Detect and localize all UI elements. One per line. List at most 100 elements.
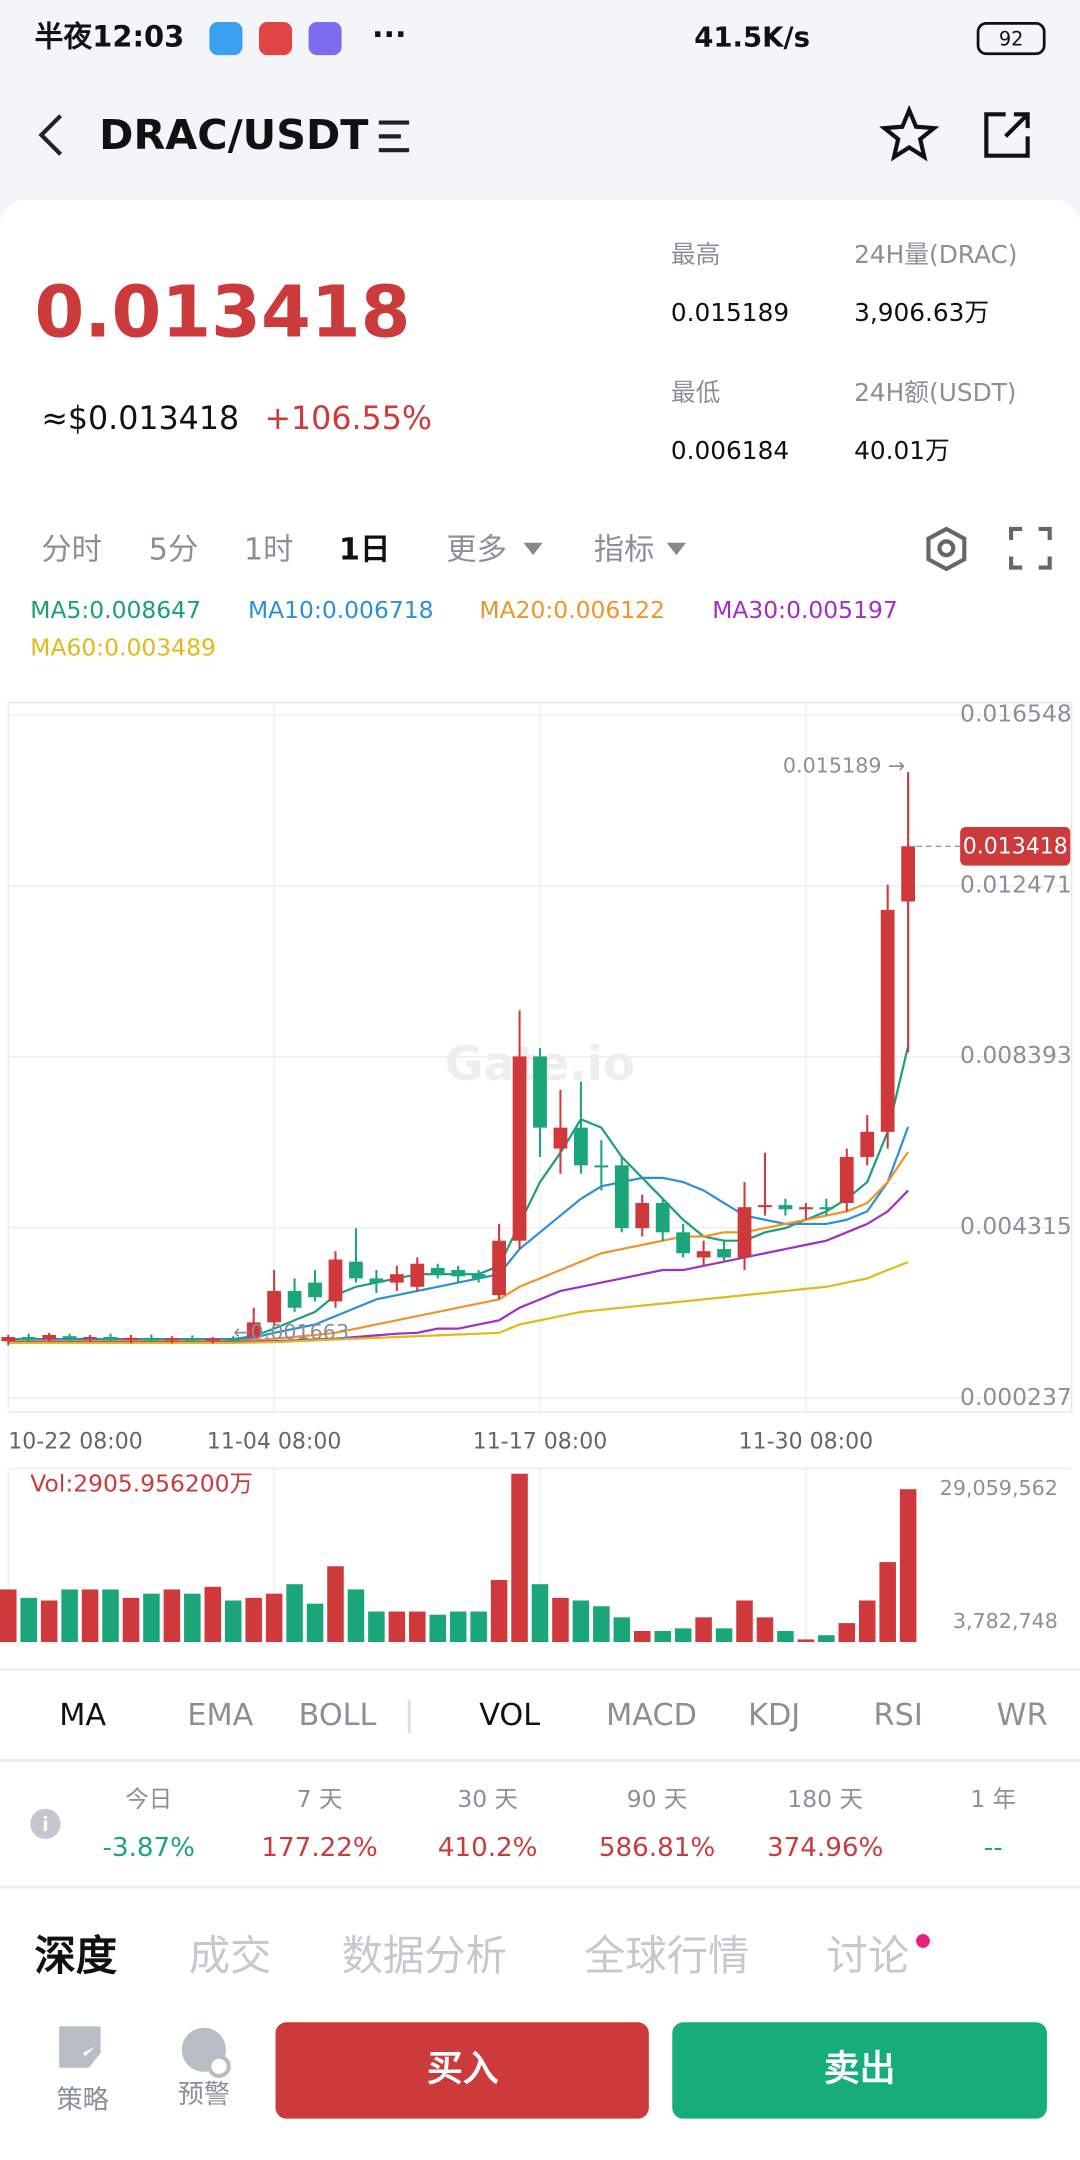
candle-body <box>451 1270 466 1277</box>
alert-label[interactable]: 预警 <box>178 2080 230 2110</box>
ma-legend: MA60:0.003489 <box>30 633 216 661</box>
candle-body <box>124 1337 138 1340</box>
indicator-tab[interactable]: MACD <box>606 1698 697 1733</box>
candle-body <box>614 1165 629 1229</box>
candle-body <box>901 846 916 902</box>
battery-level: 92 <box>999 27 1024 50</box>
x-tick-label: 10-22 08:00 <box>8 1429 143 1454</box>
vol-bar <box>490 1579 508 1643</box>
section-tab[interactable]: 成交 <box>189 1932 272 1980</box>
sell-label[interactable]: 卖出 <box>824 2048 896 2089</box>
vol-bar <box>531 1584 549 1643</box>
vol-bar <box>899 1489 917 1643</box>
ma-line <box>8 1261 909 1344</box>
y-tick-label: 0.016548 <box>960 700 1072 728</box>
buy-label[interactable]: 买入 <box>427 2048 499 2089</box>
interval-tab[interactable]: 更多 <box>446 533 507 568</box>
candle-body <box>655 1203 670 1233</box>
strategy-icon[interactable] <box>59 2026 101 2068</box>
indicator-tab[interactable]: WR <box>997 1698 1048 1733</box>
app-icon <box>209 22 243 56</box>
candle-body <box>512 1056 527 1241</box>
y-tick-label: 0.012471 <box>960 870 1072 898</box>
vol-bar <box>736 1600 753 1643</box>
vol-bar <box>40 1600 58 1643</box>
section-tab[interactable]: 全球行情 <box>584 1932 749 1980</box>
period-label: 今日 <box>125 1785 172 1813</box>
candle-body <box>369 1278 384 1283</box>
vol-bar <box>858 1600 876 1643</box>
last-price: 0.013418 <box>34 270 410 353</box>
x-tick-label: 11-04 08:00 <box>207 1429 342 1454</box>
vol-bar <box>102 1589 119 1643</box>
back-button[interactable] <box>38 114 63 156</box>
vol-bar <box>61 1589 78 1643</box>
candle-body <box>737 1207 752 1258</box>
indicator-tab[interactable]: KDJ <box>748 1698 800 1733</box>
interval-tab[interactable]: 分时 <box>41 533 102 568</box>
candle-body <box>164 1338 179 1341</box>
candle-body <box>676 1232 691 1254</box>
indicator-tab[interactable]: VOL <box>479 1698 540 1733</box>
settings-dot <box>937 539 956 558</box>
indicator-tab[interactable]: RSI <box>874 1698 923 1733</box>
y-tick-label: 0.004315 <box>960 1212 1072 1240</box>
candle-body <box>42 1334 57 1340</box>
top-bg <box>0 0 1080 221</box>
battery <box>976 22 1046 56</box>
vol-bar <box>633 1630 651 1643</box>
indicator-tab[interactable]: MA <box>59 1698 106 1733</box>
favorite[interactable] <box>879 104 940 162</box>
vol-tick-label: 3,782,748 <box>953 1609 1058 1633</box>
pair-menu[interactable] <box>378 120 410 153</box>
vol-bar <box>879 1562 896 1643</box>
candle-body <box>594 1165 609 1168</box>
notify-dot <box>916 1934 930 1948</box>
section-tab[interactable]: 数据分析 <box>342 1932 507 1980</box>
vol-bar <box>818 1635 835 1643</box>
candle-body <box>880 909 895 1132</box>
interval-tab[interactable]: 指标 <box>594 533 655 568</box>
section-tab[interactable]: 深度 <box>34 1932 117 1980</box>
ma-legend: MA20:0.006122 <box>479 596 665 624</box>
ma-legend: MA30:0.005197 <box>712 596 898 624</box>
y-tick-label: 0.008393 <box>960 1041 1072 1069</box>
low-annotation: ←0.001663 <box>233 1320 349 1344</box>
vol-bar <box>613 1617 631 1643</box>
x-tick-label: 11-17 08:00 <box>473 1429 608 1454</box>
period-change: -3.87% <box>103 1833 196 1863</box>
vol-bar <box>797 1639 815 1643</box>
indicator-tab[interactable]: EMA <box>187 1698 253 1733</box>
share[interactable] <box>984 112 1030 158</box>
interval-tab[interactable]: 1日 <box>339 533 390 568</box>
interval-tab[interactable]: 5分 <box>149 533 199 568</box>
candle-body <box>389 1274 404 1283</box>
interval-tab[interactable]: 1时 <box>244 533 294 568</box>
net-speed: 41.5K/s <box>694 22 810 54</box>
vol-bar <box>122 1597 140 1643</box>
vol-bar <box>204 1586 222 1643</box>
candle-body <box>287 1290 302 1308</box>
stat-value: 40.01万 <box>854 436 950 465</box>
indicator-tab[interactable]: BOLL <box>299 1698 377 1733</box>
sell-button[interactable] <box>672 2022 1047 2119</box>
vol-bar <box>327 1566 344 1643</box>
stat-label: 24H量(DRAC) <box>854 240 1017 269</box>
vol-bar <box>81 1589 99 1643</box>
period-change: 410.2% <box>438 1833 538 1863</box>
buy-button[interactable] <box>275 2022 649 2119</box>
app-icon <box>258 22 293 56</box>
candle-body <box>83 1337 97 1340</box>
strategy-label[interactable]: 策略 <box>56 2085 108 2115</box>
more-dots: ··· <box>372 17 407 52</box>
settings[interactable] <box>926 526 967 572</box>
period-label: 30 天 <box>457 1785 518 1813</box>
period-label: 180 天 <box>787 1785 863 1813</box>
candle-body <box>308 1282 322 1298</box>
candle-body <box>430 1267 445 1275</box>
fullscreen[interactable] <box>1009 526 1052 570</box>
info-icon[interactable] <box>30 1808 61 1840</box>
section-tab[interactable]: 讨论 <box>827 1932 910 1980</box>
candle-body <box>492 1240 506 1296</box>
